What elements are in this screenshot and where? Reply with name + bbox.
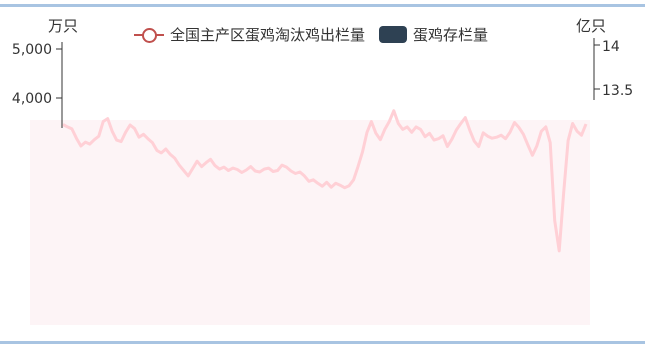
right-tick-label: 13.5 <box>602 83 633 99</box>
frame-top-border <box>0 4 645 7</box>
legend: 全国主产区蛋鸡淘汰鸡出栏量 蛋鸡存栏量 <box>134 24 502 45</box>
frame-bottom-border <box>0 341 645 344</box>
legend-item-inventory[interactable]: 蛋鸡存栏量 <box>379 24 488 45</box>
right-axis-unit: 亿只 <box>576 17 607 35</box>
left-tick-label: 5,000 <box>12 42 52 58</box>
plot-faded-area <box>30 120 590 325</box>
right-tick-label: 14 <box>602 39 620 55</box>
series-layer <box>62 109 588 253</box>
legend-box-icon <box>379 26 408 43</box>
culled-hens-series-line <box>62 109 588 253</box>
left-axis-unit: 万只 <box>48 17 79 35</box>
left-tick-label: 4,000 <box>12 91 52 107</box>
legend-label-inventory: 蛋鸡存栏量 <box>413 26 489 44</box>
legend-label-culled-hens: 全国主产区蛋鸡淘汰鸡出栏量 <box>170 26 366 44</box>
legend-line-circle-icon <box>134 27 164 43</box>
legend-item-culled-hens[interactable]: 全国主产区蛋鸡淘汰鸡出栏量 <box>134 24 365 45</box>
